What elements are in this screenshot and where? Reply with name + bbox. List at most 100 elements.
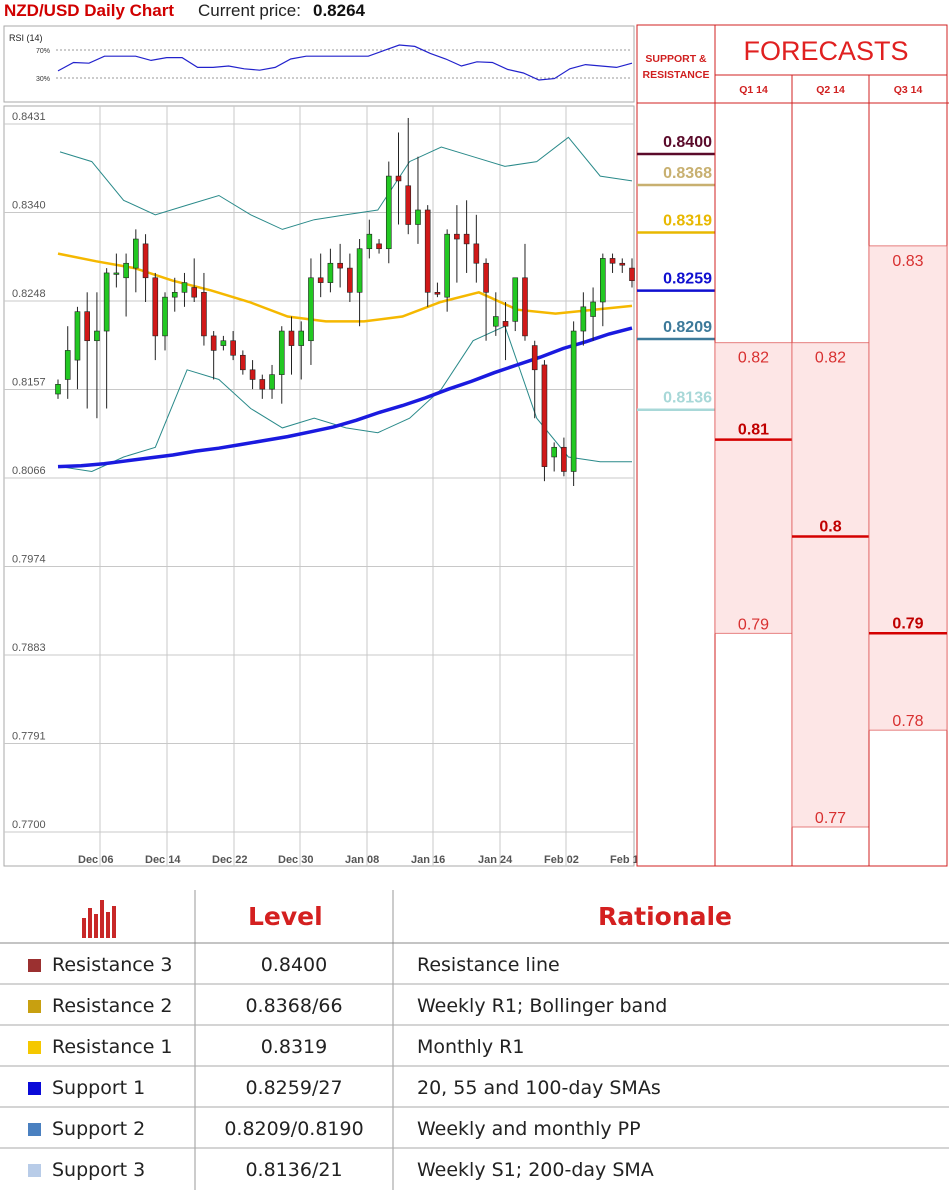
candle bbox=[240, 350, 246, 375]
sr-level-value: 0.8209 bbox=[663, 319, 712, 336]
candle bbox=[210, 331, 217, 380]
level-value: 0.8319 bbox=[260, 1036, 328, 1058]
candle-body bbox=[629, 267, 635, 281]
table-grid bbox=[0, 890, 949, 1190]
level-value: 0.8259/27 bbox=[245, 1077, 343, 1099]
level-color-swatch bbox=[28, 1082, 41, 1095]
candle bbox=[609, 253, 616, 273]
x-tick-label: Dec 30 bbox=[278, 854, 313, 866]
candle-body bbox=[551, 446, 557, 458]
candle bbox=[152, 272, 159, 361]
candle bbox=[171, 277, 178, 312]
sr-level-value: 0.8136 bbox=[663, 390, 712, 407]
rationale-column-header: Rationale bbox=[598, 902, 733, 931]
y-tick-label: 0.8157 bbox=[12, 377, 46, 389]
x-tick-label: Dec 06 bbox=[78, 854, 113, 866]
candle bbox=[74, 306, 81, 390]
rsi-tick-label: 70% bbox=[36, 48, 50, 55]
sr-header-line1: SUPPORT & bbox=[645, 53, 707, 65]
candle bbox=[113, 253, 120, 288]
candle-body bbox=[269, 374, 275, 390]
candle-body bbox=[619, 262, 626, 266]
candle-body bbox=[64, 350, 71, 380]
level-rationale: Resistance line bbox=[417, 954, 560, 976]
candle-body bbox=[590, 301, 596, 317]
bar-chart-icon bbox=[82, 900, 116, 938]
level-color-swatch bbox=[28, 1000, 41, 1013]
candle bbox=[123, 253, 129, 317]
candle bbox=[220, 335, 227, 351]
candle bbox=[356, 239, 363, 327]
candle bbox=[142, 234, 149, 302]
level-rationale: Monthly R1 bbox=[417, 1036, 525, 1058]
x-tick-label: Jan 24 bbox=[478, 854, 513, 866]
candle-body bbox=[55, 384, 61, 395]
candle bbox=[259, 374, 266, 399]
candle bbox=[415, 156, 421, 244]
candle-body bbox=[415, 209, 421, 225]
candle bbox=[512, 277, 519, 332]
level-name: Resistance 2 bbox=[52, 995, 173, 1017]
candle-body bbox=[376, 243, 382, 250]
candle bbox=[561, 437, 567, 477]
candle-body bbox=[483, 262, 489, 293]
forecast-range-box bbox=[868, 245, 948, 731]
candle bbox=[444, 229, 450, 312]
candle-body bbox=[327, 262, 334, 283]
candle bbox=[181, 272, 188, 307]
candle bbox=[133, 229, 139, 293]
table-row: Resistance 3 0.8400 Resistance line bbox=[0, 945, 949, 985]
candle bbox=[385, 161, 392, 264]
level-rationale: Weekly and monthly PP bbox=[417, 1118, 641, 1140]
table-row: Resistance 2 0.8368/66 Weekly R1; Bollinge… bbox=[0, 986, 949, 1026]
rsi-title: RSI (14) bbox=[9, 33, 43, 43]
level-value: 0.8400 bbox=[260, 954, 328, 976]
candle bbox=[395, 132, 402, 225]
y-tick-label: 0.8431 bbox=[12, 111, 46, 123]
candle bbox=[424, 205, 431, 307]
candle-body bbox=[113, 272, 120, 275]
candle-body bbox=[541, 364, 548, 467]
candle bbox=[600, 253, 606, 327]
candle-body bbox=[454, 233, 460, 240]
candle-body bbox=[298, 330, 305, 346]
level-column-header: Level bbox=[248, 902, 323, 931]
candle bbox=[405, 117, 412, 235]
candle-body bbox=[473, 243, 480, 264]
forecast-high-value: 0.82 bbox=[738, 350, 769, 367]
candle bbox=[191, 258, 198, 302]
candle bbox=[230, 331, 236, 361]
sr-header-line2: RESISTANCE bbox=[643, 69, 710, 81]
level-color-swatch bbox=[28, 1041, 41, 1054]
candle-body bbox=[385, 175, 392, 250]
bollinger-lower-line bbox=[59, 325, 632, 473]
candle bbox=[103, 268, 110, 409]
forecast-title: FORECASTS bbox=[743, 36, 908, 66]
forecast-mid-value: 0.8 bbox=[819, 518, 841, 535]
sr-level-value: 0.8259 bbox=[663, 271, 712, 288]
candle-body bbox=[502, 321, 509, 327]
candle-body bbox=[278, 330, 285, 375]
level-rationale: Weekly R1; Bollinger band bbox=[417, 995, 668, 1017]
x-tick-label: Feb 10 bbox=[610, 854, 645, 866]
candle bbox=[473, 214, 480, 283]
level-name: Support 1 bbox=[52, 1077, 146, 1099]
y-tick-label: 0.7791 bbox=[12, 731, 46, 743]
candle bbox=[347, 253, 353, 302]
candle-body bbox=[337, 262, 343, 269]
x-tick-label: Jan 16 bbox=[411, 854, 445, 866]
level-name: Support 3 bbox=[52, 1159, 146, 1181]
price-panel bbox=[3, 105, 635, 867]
candle-body bbox=[103, 272, 110, 332]
y-tick-label: 0.7974 bbox=[12, 554, 46, 566]
candle-body bbox=[347, 267, 353, 293]
level-rationale: 20, 55 and 100-day SMAs bbox=[417, 1077, 661, 1099]
candle bbox=[580, 292, 587, 346]
candle-body bbox=[210, 335, 217, 351]
candle bbox=[64, 326, 71, 399]
forecast-range-box bbox=[791, 342, 870, 828]
candle-body bbox=[220, 340, 227, 346]
y-tick-label: 0.8340 bbox=[12, 200, 46, 212]
candle-body bbox=[152, 277, 159, 337]
candle-body bbox=[142, 243, 149, 279]
